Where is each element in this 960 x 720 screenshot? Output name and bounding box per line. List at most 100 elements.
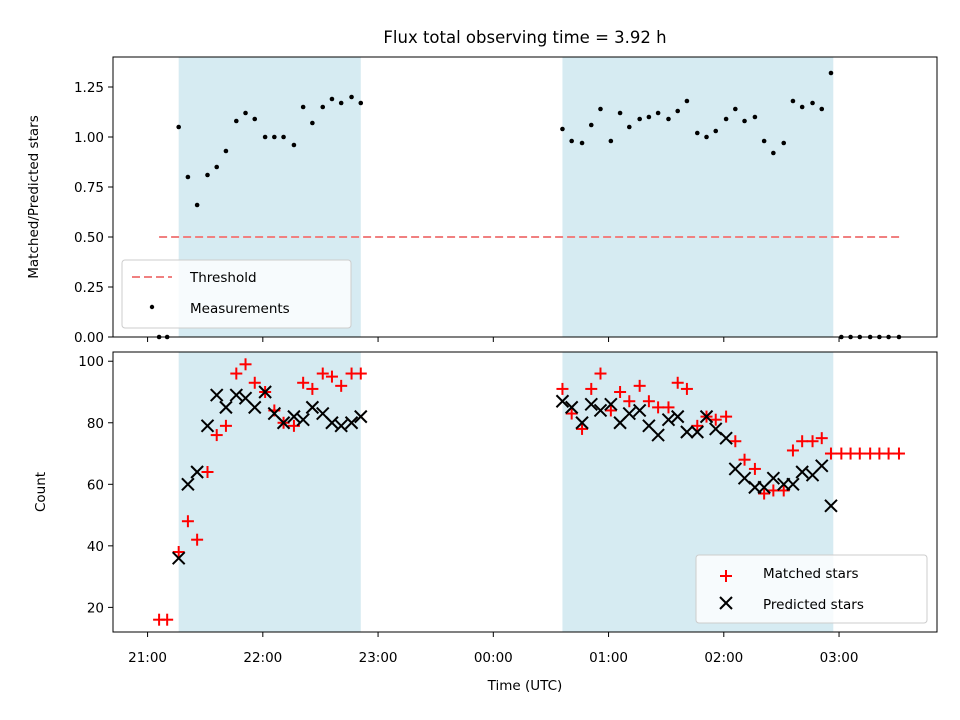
matched-star-point [210, 429, 223, 442]
predicted-star-point [699, 409, 714, 424]
measurement-point [272, 134, 277, 140]
matched-star-point [652, 401, 665, 414]
measurement-point [358, 100, 364, 106]
matched-star-point [623, 395, 636, 408]
matched-star-point [161, 613, 174, 626]
measurement-point [781, 140, 787, 146]
x-tick-label: 23:00 [359, 650, 398, 666]
matched-legend-swatch [720, 570, 732, 582]
predicted-star-point [795, 465, 809, 479]
measurement-point [694, 130, 700, 136]
matched-star-point [748, 462, 761, 475]
top-y-tick-label: 1.00 [74, 130, 104, 146]
matched-star-point [239, 358, 252, 371]
predicted-star-point [354, 409, 368, 424]
measurement-point [338, 100, 344, 106]
matched-star-point [248, 376, 261, 389]
matched-star-point [806, 435, 819, 448]
bottom-y-tick-label: 80 [87, 416, 104, 432]
measurement-point [329, 96, 335, 102]
predicted-star-point [305, 400, 320, 415]
matched-star-point [671, 376, 684, 389]
predicted-star-point [344, 416, 359, 430]
x-tick-label: 00:00 [474, 650, 513, 666]
measurement-point [752, 114, 758, 120]
measurement-point [810, 100, 815, 106]
measurement-point [771, 150, 776, 156]
predicted-star-point [661, 412, 676, 427]
matched-star-point [892, 447, 905, 460]
matched-star-point [709, 413, 722, 426]
observing-span [562, 57, 834, 337]
predicted-star-point [824, 499, 838, 513]
matched-star-point [633, 379, 646, 392]
measurement-point [666, 116, 671, 122]
matched-star-point [191, 533, 204, 546]
predicted-star-point [651, 428, 665, 442]
top-legend: Threshold Measurements [121, 259, 352, 329]
top-y-tick-label: 0.25 [74, 280, 104, 296]
matched-star-point [556, 382, 569, 395]
matched-star-point [354, 367, 367, 380]
measurement-point [205, 172, 210, 178]
predicted-star-point [210, 388, 224, 402]
matched-star-point [786, 444, 799, 457]
measurement-point [684, 98, 690, 104]
measurement-point [300, 104, 306, 110]
predicted-star-point [229, 388, 244, 402]
predicted-star-point [690, 425, 704, 439]
predicted-star-point [766, 471, 781, 485]
measurements-legend-swatch [149, 304, 155, 310]
bottom-legend: Matched stars Predicted stars [695, 554, 928, 624]
matched-star-point [297, 376, 310, 389]
measurement-point [799, 104, 805, 110]
measurement-point [560, 126, 565, 132]
predicted-star-point [219, 400, 233, 415]
bottom-y-tick-label: 20 [87, 600, 104, 616]
x-tick-label: 22:00 [243, 650, 282, 666]
measurement-point [281, 134, 286, 140]
predicted-star-point [622, 406, 637, 421]
measurement-point [790, 98, 796, 104]
bottom-y-axis-label: Count [33, 472, 49, 512]
matched-star-point [853, 447, 866, 460]
predicted-star-point [248, 400, 262, 415]
measurement-point [588, 122, 594, 128]
predicted-star-point [593, 403, 608, 418]
measurement-point [194, 202, 200, 208]
measurement-point [185, 174, 191, 180]
matched-star-point [230, 367, 243, 380]
measurement-point [598, 106, 603, 112]
threshold-legend-label: Threshold [189, 270, 257, 286]
measurement-point [252, 116, 258, 122]
measurement-point [637, 116, 642, 122]
predicted-star-point [584, 397, 598, 412]
matched-star-point [815, 432, 828, 445]
predicted-star-point [564, 400, 579, 415]
measurement-point [655, 110, 661, 116]
measurement-point [569, 138, 574, 144]
matched-star-point [738, 453, 751, 466]
predicted-star-point [815, 459, 829, 473]
measurement-point [608, 138, 614, 144]
predicted-star-point [296, 412, 310, 427]
top-y-tick-label: 1.25 [74, 80, 104, 96]
x-axis-label: Time (UTC) [487, 678, 563, 694]
x-tick-label: 02:00 [704, 650, 743, 666]
measurement-point [626, 124, 632, 130]
measurement-point [704, 134, 709, 140]
matched-star-point [642, 395, 655, 408]
measurement-point [214, 164, 220, 170]
measurement-point [723, 116, 729, 122]
predicted-legend-swatch [719, 596, 733, 610]
measurement-point [819, 106, 825, 112]
bottom-y-tick-label: 60 [87, 477, 104, 493]
predicted-star-point [719, 431, 733, 445]
predicted-star-point [287, 409, 301, 424]
predicted-star-point [575, 416, 589, 430]
matched-star-point [824, 447, 837, 460]
measurement-point [742, 118, 747, 124]
matched-star-point [604, 404, 617, 417]
measurement-point [349, 94, 354, 100]
